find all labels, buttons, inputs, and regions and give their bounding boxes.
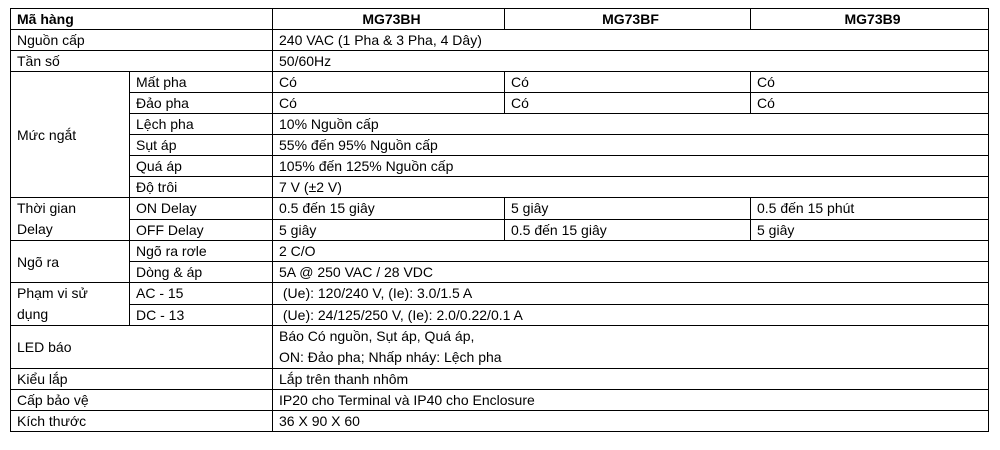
row-value: 240 VAC (1 Pha & 3 Pha, 4 Dây): [272, 29, 989, 51]
group-label-pham-vi: Phạm vi sử dụng: [10, 282, 130, 326]
model-mg73bf: MG73BF: [504, 8, 751, 30]
row-kich-thuoc: Kích thước 36 X 90 X 60: [10, 410, 989, 432]
led-value-line2: ON: Đảo pha; Nhấp nháy: Lệch pha: [279, 349, 502, 365]
row-value: (Ue): 24/125/250 V, (Ie): 2.0/0.22/0.1 A: [272, 303, 989, 326]
row-nguon-cap: Nguồn cấp 240 VAC (1 Pha & 3 Pha, 4 Dây): [10, 29, 989, 51]
row-value: 10% Nguồn cấp: [272, 113, 989, 135]
cell-value: Có: [272, 92, 505, 114]
row-sut-ap: Sụt áp 55% đến 95% Nguồn cấp: [11, 134, 989, 156]
row-label: Tần số: [10, 50, 273, 72]
led-value-line1: Báo Có nguồn, Sụt áp, Quá áp,: [279, 328, 475, 344]
group-label-thoi-gian-delay: Thời gian Delay: [10, 197, 130, 241]
row-do-troi: Độ trôi 7 V (±2 V): [11, 176, 989, 198]
row-tan-so: Tần số 50/60Hz: [10, 50, 989, 72]
row-label: Nguồn cấp: [10, 29, 273, 51]
row-value: 36 X 90 X 60: [272, 410, 989, 432]
header-label: Mã hàng: [10, 8, 273, 30]
model-mg73b9: MG73B9: [750, 8, 989, 30]
cell-value: Có: [504, 92, 751, 114]
model-mg73bh: MG73BH: [272, 8, 505, 30]
group-label-line2: Delay: [17, 221, 53, 237]
group-label-line1: Phạm vi sử: [17, 285, 88, 301]
row-value: 105% đến 125% Nguồn cấp: [272, 155, 989, 177]
row-kieu-lap: Kiểu lắp Lắp trên thanh nhôm: [10, 368, 989, 390]
row-dong-ap: Dòng & áp 5A @ 250 VAC / 28 VDC: [11, 261, 989, 283]
row-cap-bao-ve: Cấp bảo vệ IP20 cho Terminal và IP40 cho…: [10, 389, 989, 411]
row-label: Kiểu lắp: [10, 368, 273, 390]
row-sublabel: AC - 15: [129, 282, 273, 305]
cell-value: 0.5 đến 15 giây: [504, 218, 751, 241]
row-led-bao: LED báo Báo Có nguồn, Sụt áp, Quá áp, ON…: [10, 325, 989, 369]
row-dc13: DC - 13 (Ue): 24/125/250 V, (Ie): 2.0/0.…: [11, 303, 989, 326]
row-sublabel: Đảo pha: [129, 92, 273, 114]
cell-value: Có: [504, 71, 751, 93]
row-sublabel: Ngõ ra rơle: [129, 240, 273, 262]
row-sublabel: Quá áp: [129, 155, 273, 177]
cell-value: Có: [272, 71, 505, 93]
row-ac15: Phạm vi sử dụng AC - 15 (Ue): 120/240 V,…: [10, 282, 989, 326]
row-sublabel: Độ trôi: [129, 176, 273, 198]
table-header-row: Mã hàng MG73BH MG73BF MG73B9: [10, 8, 989, 30]
row-qua-ap: Quá áp 105% đến 125% Nguồn cấp: [11, 155, 989, 177]
row-value: 5A @ 250 VAC / 28 VDC: [272, 261, 989, 283]
row-value: (Ue): 120/240 V, (Ie): 3.0/1.5 A: [272, 282, 989, 305]
row-value: 7 V (±2 V): [272, 176, 989, 198]
cell-value: 0.5 đến 15 phút: [750, 197, 989, 220]
row-ngo-ra-role: Ngõ ra Ngõ ra rơle 2 C/O: [10, 240, 989, 283]
row-value: Lắp trên thanh nhôm: [272, 368, 989, 390]
cell-value: 5 giây: [272, 218, 505, 241]
row-value: Báo Có nguồn, Sụt áp, Quá áp, ON: Đảo ph…: [272, 325, 989, 369]
row-sublabel: OFF Delay: [129, 218, 273, 241]
row-mat-pha: Mức ngắt Mất pha Có Có Có: [10, 71, 989, 198]
row-sublabel: Dòng & áp: [129, 261, 273, 283]
cell-value: Có: [750, 71, 989, 93]
row-label: LED báo: [10, 325, 273, 369]
row-lech-pha: Lệch pha 10% Nguồn cấp: [11, 113, 989, 135]
group-label-line1: Thời gian: [17, 200, 76, 216]
row-value: IP20 cho Terminal và IP40 cho Enclosure: [272, 389, 989, 411]
row-off-delay: OFF Delay 5 giây 0.5 đến 15 giây 5 giây: [11, 218, 989, 241]
group-label-muc-ngat: Mức ngắt: [10, 71, 130, 198]
row-dao-pha: Đảo pha Có Có Có: [11, 92, 989, 114]
row-sublabel: Lệch pha: [129, 113, 273, 135]
row-on-delay: Thời gian Delay ON Delay 0.5 đến 15 giây…: [10, 197, 989, 241]
spec-table: Mã hàng MG73BH MG73BF MG73B9 Nguồn cấp 2…: [10, 8, 989, 432]
cell-value: 5 giây: [504, 197, 751, 220]
group-label-ngo-ra: Ngõ ra: [10, 240, 130, 283]
row-value: 55% đến 95% Nguồn cấp: [272, 134, 989, 156]
cell-value: Có: [750, 92, 989, 114]
row-label: Kích thước: [10, 410, 273, 432]
row-sublabel: DC - 13: [129, 303, 273, 326]
row-value: 50/60Hz: [272, 50, 989, 72]
group-label-line2: dụng: [17, 306, 49, 322]
row-value: 2 C/O: [272, 240, 989, 262]
row-sublabel: Mất pha: [129, 71, 273, 93]
row-sublabel: Sụt áp: [129, 134, 273, 156]
row-label: Cấp bảo vệ: [10, 389, 273, 411]
cell-value: 0.5 đến 15 giây: [272, 197, 505, 220]
cell-value: 5 giây: [750, 218, 989, 241]
row-sublabel: ON Delay: [129, 197, 273, 220]
